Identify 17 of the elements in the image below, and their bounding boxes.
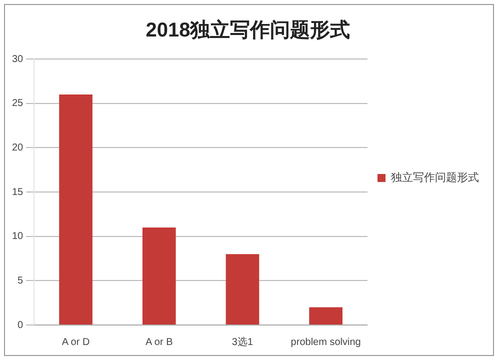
bar <box>309 307 342 324</box>
y-tick-label: 25 <box>12 98 24 110</box>
y-tick-label: 10 <box>12 231 24 242</box>
bar <box>142 227 176 324</box>
x-tick-label: 3选1 <box>232 336 254 348</box>
y-tick-label: 20 <box>12 142 24 154</box>
y-tick-label: 5 <box>18 275 24 286</box>
x-tick-label: A or B <box>146 336 174 348</box>
y-tick-label: 15 <box>12 186 24 198</box>
bar <box>226 254 260 324</box>
x-tick-label: A or D <box>62 336 90 348</box>
y-tick-label: 0 <box>18 320 24 331</box>
y-tick-label: 30 <box>12 54 24 65</box>
chart-title: 2018独立写作问题形式 <box>146 18 350 42</box>
bar <box>59 94 92 324</box>
legend-label: 独立写作问题形式 <box>391 171 479 184</box>
x-tick-label: problem solving <box>290 336 361 348</box>
